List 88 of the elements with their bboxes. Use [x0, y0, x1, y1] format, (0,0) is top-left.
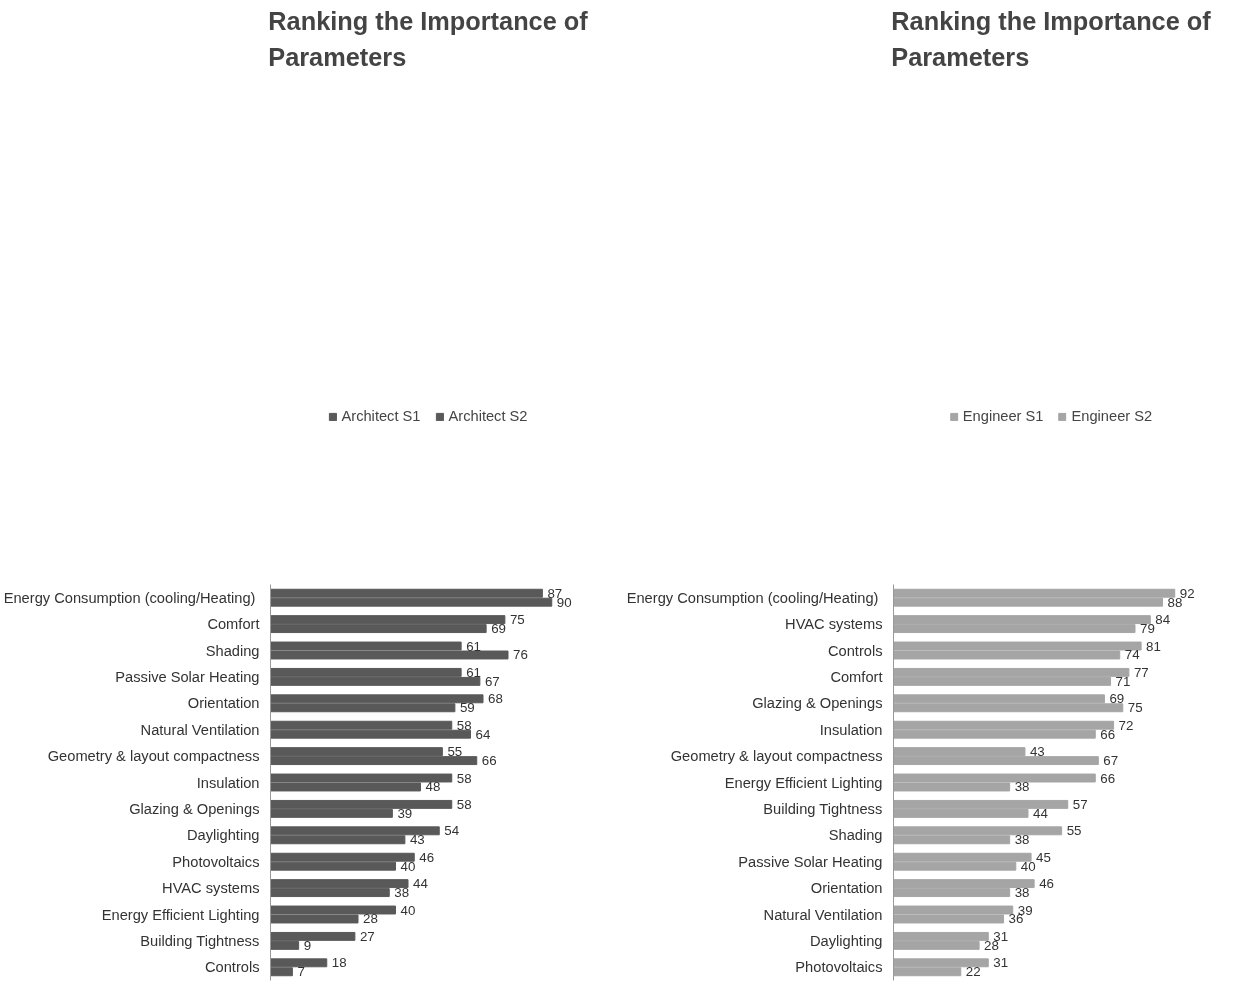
y-tick-label: Geometry & layout compactness [47, 748, 260, 765]
data-label: 31 [993, 955, 1009, 971]
data-label: 45 [1036, 849, 1051, 865]
data-label: 75 [509, 612, 525, 628]
data-label: 59 [459, 700, 475, 716]
data-label: 71 [1115, 673, 1131, 689]
data-label: 77 [1133, 664, 1149, 680]
chart-title: Ranking the Importance of Parameters [268, 7, 589, 72]
data-label: 40 [1020, 858, 1036, 874]
data-label: 69 [1109, 691, 1125, 707]
data-label: 46 [1039, 876, 1054, 892]
data-label: 68 [488, 691, 503, 707]
data-label: 43 [1029, 744, 1045, 760]
y-tick-label: Controls [204, 959, 260, 976]
y-tick-label: Daylighting [809, 932, 883, 949]
y-tick-label: Comfort [207, 616, 260, 633]
chart-title: Ranking the Importance of Parameters [891, 7, 1212, 72]
legend-label: Engineer S2 [1071, 408, 1153, 424]
y-tick-label: Passive Solar Heating [738, 853, 883, 870]
y-tick-label: Energy Consumption (cooling/Heating) [3, 589, 256, 606]
y-tick-label: Insulation [196, 774, 260, 791]
data-label: 61 [466, 664, 481, 680]
data-label: 22 [965, 964, 981, 980]
data-label: 61 [466, 638, 481, 654]
y-tick-label: Daylighting [186, 827, 260, 844]
y-tick-label: Photovoltaics [172, 853, 260, 870]
y-tick-label: Glazing & Openings [129, 800, 260, 817]
y-tick-label: Shading [205, 642, 260, 659]
data-label: 58 [456, 796, 472, 812]
data-label: 79 [1140, 621, 1155, 637]
y-tick-label: Controls [827, 642, 883, 659]
data-label: 67 [484, 673, 500, 689]
data-label: 43 [409, 832, 425, 848]
y-tick-label: Orientation [810, 880, 883, 897]
data-label: 44 [1033, 805, 1049, 821]
data-label: 38 [1014, 832, 1030, 848]
data-label: 54 [444, 823, 460, 839]
y-tick-label: Orientation [187, 695, 260, 712]
data-label: 38 [394, 885, 410, 901]
data-label: 72 [1118, 717, 1134, 733]
data-label: 57 [1072, 796, 1088, 812]
data-label: 67 [1103, 753, 1119, 769]
y-tick-label: Photovoltaics [795, 959, 883, 976]
y-tick-label: Building Tightness [763, 800, 883, 817]
y-tick-label: Building Tightness [140, 932, 260, 949]
data-label: 7 [297, 964, 305, 980]
data-label: 38 [1014, 779, 1030, 795]
data-label: 66 [1100, 770, 1116, 786]
data-label: 76 [513, 647, 528, 663]
data-label: 48 [425, 779, 441, 795]
data-label: 55 [447, 744, 463, 760]
data-label: 75 [1127, 700, 1143, 716]
data-label: 44 [413, 876, 429, 892]
y-tick-label: Energy Consumption (cooling/Heating) [626, 589, 879, 606]
data-label: 27 [359, 928, 375, 944]
y-tick-label: Energy Efficient Lighting [101, 906, 260, 923]
y-tick-label: HVAC systems [162, 880, 260, 897]
data-label: 9 [303, 937, 312, 953]
data-label: 18 [331, 955, 347, 971]
data-label: 69 [491, 621, 506, 637]
data-label: 58 [456, 717, 472, 733]
y-tick-label: Glazing & Openings [752, 695, 883, 712]
y-tick-label: Passive Solar Heating [115, 668, 260, 685]
data-label: 28 [363, 911, 378, 927]
y-tick-label: Natural Ventilation [763, 906, 883, 923]
y-tick-label: Natural Ventilation [140, 721, 260, 738]
y-tick-label: HVAC systems [785, 616, 883, 633]
legend-label: Architect S1 [341, 408, 421, 424]
data-label: 74 [1124, 647, 1141, 663]
data-label: 46 [419, 849, 435, 865]
legend-label: Engineer S1 [962, 408, 1044, 424]
data-label: 58 [456, 770, 472, 786]
data-label: 66 [1100, 726, 1116, 742]
y-tick-label: Geometry & layout compactness [670, 748, 883, 765]
data-label: 40 [400, 858, 416, 874]
data-label: 40 [400, 902, 416, 918]
y-tick-label: Insulation [819, 721, 883, 738]
y-tick-label: Energy Efficient Lighting [724, 774, 883, 791]
data-label: 84 [1155, 612, 1171, 628]
data-label: 38 [1014, 885, 1030, 901]
data-label: 81 [1146, 638, 1161, 654]
y-tick-label: Shading [828, 827, 883, 844]
legend-label: Architect S2 [448, 408, 528, 424]
y-tick-label: Comfort [830, 668, 883, 685]
data-label: 55 [1066, 823, 1082, 839]
data-label: 64 [475, 726, 491, 742]
data-label: 66 [481, 753, 497, 769]
data-label: 39 [397, 805, 413, 821]
